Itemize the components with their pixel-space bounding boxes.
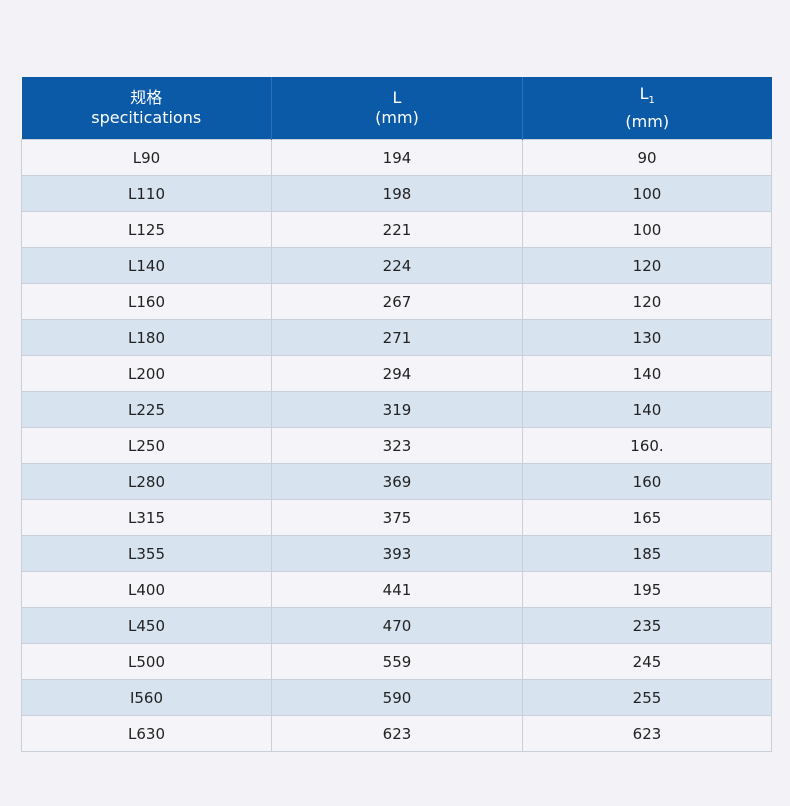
cell-l: 194 bbox=[271, 139, 523, 176]
header-l1-subscript: 1 bbox=[648, 95, 655, 107]
cell-spec: L140 bbox=[21, 247, 272, 284]
cell-l1: 100 bbox=[522, 211, 772, 248]
header-l1-label: L bbox=[639, 84, 649, 104]
cell-l1: 140 bbox=[522, 355, 772, 392]
cell-l: 559 bbox=[271, 643, 523, 680]
header-l1: L1 (mm) bbox=[522, 77, 772, 140]
cell-l: 271 bbox=[271, 319, 523, 356]
cell-spec: L250 bbox=[21, 427, 272, 464]
cell-spec: L630 bbox=[21, 715, 272, 752]
table-row: L200 294 140 bbox=[21, 355, 772, 392]
cell-l: 590 bbox=[271, 679, 523, 716]
cell-l: 369 bbox=[271, 463, 523, 500]
cell-spec: L225 bbox=[21, 391, 272, 428]
header-l: L (mm) bbox=[271, 77, 523, 140]
cell-spec: L400 bbox=[21, 571, 272, 608]
cell-l1: 140 bbox=[522, 391, 772, 428]
cell-spec: L355 bbox=[21, 535, 272, 572]
cell-l1: 120 bbox=[522, 247, 772, 284]
cell-l: 198 bbox=[271, 175, 523, 212]
cell-l1: 160. bbox=[522, 427, 772, 464]
cell-l1: 100 bbox=[522, 175, 772, 212]
cell-l: 221 bbox=[271, 211, 523, 248]
cell-l1: 255 bbox=[522, 679, 772, 716]
cell-spec: L180 bbox=[21, 319, 272, 356]
cell-l1: 623 bbox=[522, 715, 772, 752]
cell-spec: L200 bbox=[21, 355, 272, 392]
header-row: 规格 specitications L (mm) L1 (mm) bbox=[21, 77, 772, 140]
cell-l1: 195 bbox=[522, 571, 772, 608]
table-row: L630 623 623 bbox=[21, 715, 772, 752]
cell-spec: I560 bbox=[21, 679, 272, 716]
table-row: L250 323 160. bbox=[21, 427, 772, 464]
cell-l: 294 bbox=[271, 355, 523, 392]
cell-l: 224 bbox=[271, 247, 523, 284]
header-l-label: L bbox=[392, 88, 402, 107]
cell-l1: 165 bbox=[522, 499, 772, 536]
cell-spec: L160 bbox=[21, 283, 272, 320]
table-row: L315 375 165 bbox=[21, 499, 772, 536]
cell-l1: 185 bbox=[522, 535, 772, 572]
table-row: L160 267 120 bbox=[21, 283, 772, 320]
header-spec-cn: 规格 bbox=[130, 88, 163, 107]
cell-l: 623 bbox=[271, 715, 523, 752]
cell-l1: 130 bbox=[522, 319, 772, 356]
cell-spec: L125 bbox=[21, 211, 272, 248]
header-spec: 规格 specitications bbox=[21, 77, 272, 140]
table-row: L125 221 100 bbox=[21, 211, 772, 248]
cell-l1: 245 bbox=[522, 643, 772, 680]
table-row: L400 441 195 bbox=[21, 571, 772, 608]
cell-spec: L280 bbox=[21, 463, 272, 500]
header-l1-unit: (mm) bbox=[625, 111, 670, 131]
table-row: L140 224 120 bbox=[21, 247, 772, 284]
cell-l: 375 bbox=[271, 499, 523, 536]
table-row: I560 590 255 bbox=[21, 679, 772, 716]
table-row: L90 194 90 bbox=[21, 139, 772, 176]
header-spec-en: specitications bbox=[91, 108, 202, 127]
cell-l1: 160 bbox=[522, 463, 772, 500]
cell-l: 267 bbox=[271, 283, 523, 320]
spec-table: 规格 specitications L (mm) L1 (mm) L90 194 90 L1… bbox=[21, 77, 772, 752]
table-row: L280 369 160 bbox=[21, 463, 772, 500]
cell-l: 393 bbox=[271, 535, 523, 572]
table-row: L110 198 100 bbox=[21, 175, 772, 212]
table-row: L225 319 140 bbox=[21, 391, 772, 428]
cell-spec: L110 bbox=[21, 175, 272, 212]
cell-l1: 120 bbox=[522, 283, 772, 320]
cell-spec: L500 bbox=[21, 643, 272, 680]
table-row: L500 559 245 bbox=[21, 643, 772, 680]
cell-spec: L90 bbox=[21, 139, 272, 176]
cell-l: 323 bbox=[271, 427, 523, 464]
cell-l1: 90 bbox=[522, 139, 772, 176]
cell-l: 470 bbox=[271, 607, 523, 644]
cell-l1: 235 bbox=[522, 607, 772, 644]
cell-spec: L315 bbox=[21, 499, 272, 536]
cell-spec: L450 bbox=[21, 607, 272, 644]
header-l-unit: (mm) bbox=[375, 108, 419, 127]
cell-l: 441 bbox=[271, 571, 523, 608]
table-row: L355 393 185 bbox=[21, 535, 772, 572]
cell-l: 319 bbox=[271, 391, 523, 428]
table-row: L180 271 130 bbox=[21, 319, 772, 356]
table-row: L450 470 235 bbox=[21, 607, 772, 644]
